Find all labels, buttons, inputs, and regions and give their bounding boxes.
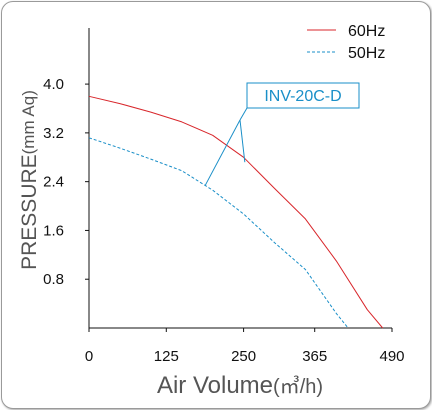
model-callout: INV-20C-D: [204, 82, 360, 186]
y-tick-label: 3.2: [43, 125, 64, 142]
y-tick-label: 4.0: [43, 76, 64, 93]
y-axis-tick-labels: 0.8 1.6 2.4 3.2 4.0: [43, 76, 64, 288]
x-axis-unit: (㎥/h): [273, 374, 323, 398]
callout-label: INV-20C-D: [264, 88, 341, 105]
y-tick-label: 2.4: [43, 174, 64, 191]
legend-label-50hz: 50Hz: [348, 45, 385, 62]
x-axis-title-text: Air Volume: [157, 372, 273, 399]
x-tick-label: 250: [231, 348, 256, 365]
y-tick-label: 1.6: [43, 222, 64, 239]
x-tick-label: 125: [154, 348, 179, 365]
y-axis-ticks: [85, 83, 89, 280]
x-axis-ticks: [88, 328, 393, 332]
y-tick-label: 0.8: [43, 271, 64, 288]
legend: 60Hz 50Hz: [307, 23, 385, 62]
callout-stem: [239, 107, 248, 121]
x-tick-label: 0: [85, 348, 93, 365]
x-tick-label: 490: [379, 348, 404, 365]
series-lines: [88, 95, 384, 329]
series-line-50hz: [88, 137, 349, 329]
callout-leader-0: [204, 119, 241, 186]
plot-area: [88, 28, 392, 329]
x-axis-title: Air Volume(㎥/h): [157, 372, 323, 399]
y-axis-unit: (mm Aq): [19, 90, 38, 154]
x-axis-tick-labels: 0 125 250 365 490: [85, 348, 405, 365]
y-axis-title: PRESSURE(mm Aq): [18, 90, 41, 270]
series-line-60hz: [88, 95, 384, 329]
callout-box: [246, 82, 360, 109]
callout-leaders: [204, 107, 248, 186]
legend-label-60hz: 60Hz: [348, 23, 385, 40]
y-axis-title-text: PRESSURE: [18, 154, 41, 270]
x-tick-label: 365: [302, 348, 327, 365]
callout-leader-1: [239, 119, 246, 163]
